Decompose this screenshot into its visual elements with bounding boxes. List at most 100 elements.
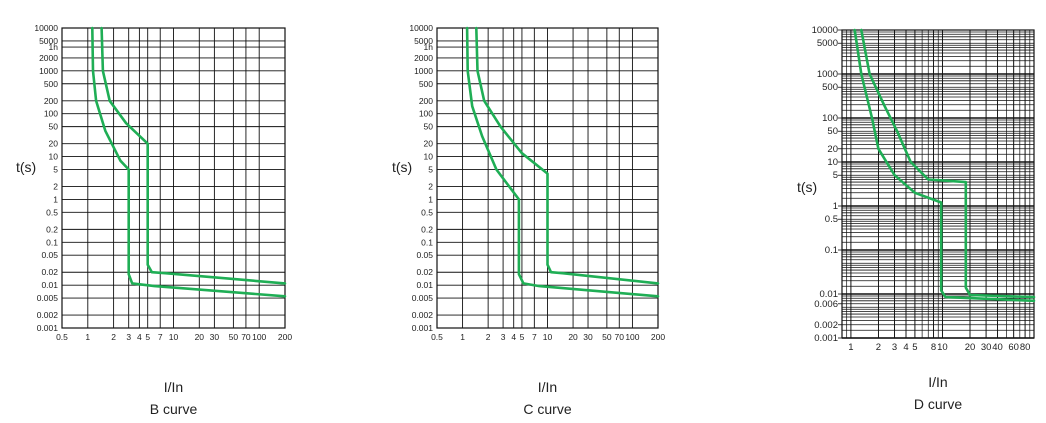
x-tick-label: 4: [511, 332, 516, 342]
y-tick-label: 0.002: [814, 320, 838, 331]
x-tick-label: 70: [241, 332, 251, 342]
x-tick-label: 200: [651, 332, 665, 342]
y-tick-label: 1: [833, 201, 838, 212]
y-tick-label: 5000: [817, 38, 838, 49]
y-tick-label: 50: [49, 122, 59, 132]
y-tick-label: 500: [419, 79, 433, 89]
x-tick-label: 20: [195, 332, 205, 342]
x-tick-label: 1: [85, 332, 90, 342]
series-line-upper: [475, 26, 660, 285]
y-tick-label: 1000: [39, 66, 58, 76]
y-tick-label: 0.05: [416, 250, 433, 260]
y-tick-label: 100: [419, 109, 433, 119]
curve-caption: C curve: [523, 401, 571, 417]
y-tick-label: 0.2: [46, 224, 58, 234]
x-tick-label: 3: [501, 332, 506, 342]
y-tick-label: 2: [428, 182, 433, 192]
x-tick-label: 7: [532, 332, 537, 342]
x-tick-label: 0.5: [431, 332, 443, 342]
y-tick-label: 10000: [409, 23, 433, 33]
y-tick-label: 50: [827, 126, 838, 137]
x-tick-label: 20: [568, 332, 578, 342]
y-tick-label: 20: [49, 139, 59, 149]
y-tick-label: 1h: [424, 42, 434, 52]
y-tick-label: 0.1: [46, 237, 58, 247]
y-tick-label: 1: [428, 194, 433, 204]
x-tick-label: 70: [615, 332, 625, 342]
y-tick-label: 0.001: [37, 323, 59, 333]
y-tick-label: 50: [424, 122, 434, 132]
y-tick-label: 500: [822, 82, 838, 93]
y-tick-label: 2000: [39, 53, 58, 63]
y-tick-label: 0.5: [421, 207, 433, 217]
curve-caption: D curve: [914, 396, 962, 412]
series-line-lower: [91, 26, 287, 298]
chart-b-curve: 1000050001h200010005002001005020105210.5…: [16, 23, 292, 417]
y-tick-label: 0.01: [820, 289, 839, 300]
x-tick-label: 3: [126, 332, 131, 342]
y-tick-label: 0.002: [37, 310, 59, 320]
y-tick-label: 0.01: [416, 280, 433, 290]
x-tick-label: 1: [848, 342, 853, 353]
y-tick-label: 2: [53, 182, 58, 192]
y-tick-label: 0.001: [412, 323, 434, 333]
y-tick-label: 1000: [817, 69, 838, 80]
x-tick-label: 50: [602, 332, 612, 342]
y-tick-label: 5: [53, 164, 58, 174]
grid-lines: [61, 27, 286, 329]
y-tick-label: 1h: [49, 42, 59, 52]
x-tick-label: 200: [278, 332, 292, 342]
y-tick-label: 10000: [34, 23, 58, 33]
y-axis-label: t(s): [392, 159, 412, 175]
y-tick-label: 5: [428, 164, 433, 174]
x-tick-label: 10: [937, 342, 948, 353]
x-tick-label: 4: [137, 332, 142, 342]
chart-c-curve: 1000050001h200010005002001005020105210.5…: [392, 23, 665, 417]
x-tick-label: 40: [992, 342, 1003, 353]
x-tick-labels: 0.5 1 2 3 4 5 7 10 20 30 50 70 100 200: [431, 332, 665, 342]
x-tick-labels: 1 2 3 4 5 8 10 20 30 40 60 80: [848, 342, 1030, 353]
y-tick-label: 0.1: [825, 245, 838, 256]
y-tick-label: 0.5: [46, 207, 58, 217]
x-axis-label: I/In: [928, 374, 947, 390]
x-tick-label: 4: [903, 342, 908, 353]
y-tick-label: 100: [44, 109, 58, 119]
y-tick-label: 1000: [414, 66, 433, 76]
x-axis-label: I/In: [538, 379, 557, 395]
x-tick-label: 2: [876, 342, 881, 353]
x-tick-label: 2: [486, 332, 491, 342]
y-tick-label: 0.006: [814, 299, 838, 310]
chart-d-curve: 1000050001000500100502010510.50.10.010.0…: [797, 25, 1036, 412]
x-tick-label: 7: [158, 332, 163, 342]
y-tick-label: 1: [53, 194, 58, 204]
series-line-upper: [860, 28, 1036, 299]
x-tick-label: 3: [892, 342, 897, 353]
x-tick-label: 100: [625, 332, 639, 342]
y-tick-label: 0.01: [41, 280, 58, 290]
series-line-upper: [100, 26, 287, 285]
x-tick-label: 50: [229, 332, 239, 342]
x-tick-label: 2: [111, 332, 116, 342]
x-tick-label: 5: [145, 332, 150, 342]
y-tick-label: 5: [833, 170, 838, 181]
x-tick-label: 60: [1008, 342, 1019, 353]
x-tick-label: 10: [169, 332, 179, 342]
y-tick-label: 0.005: [412, 293, 434, 303]
x-tick-label: 20: [965, 342, 976, 353]
y-tick-label: 0.005: [37, 293, 59, 303]
x-tick-label: 5: [520, 332, 525, 342]
x-tick-label: 80: [1020, 342, 1031, 353]
y-tick-label: 10: [49, 152, 59, 162]
y-tick-label: 100: [822, 113, 838, 124]
y-tick-label: 0.1: [421, 237, 433, 247]
x-tick-label: 30: [981, 342, 992, 353]
y-tick-label: 2000: [414, 53, 433, 63]
x-axis-label: I/In: [164, 379, 183, 395]
y-tick-label: 200: [44, 96, 58, 106]
curve-caption: B curve: [150, 401, 198, 417]
x-tick-labels: 0.5 1 2 3 4 5 7 10 20 30 50 70 100 200: [56, 332, 292, 342]
x-tick-label: 0.5: [56, 332, 68, 342]
x-tick-label: 8: [931, 342, 936, 353]
